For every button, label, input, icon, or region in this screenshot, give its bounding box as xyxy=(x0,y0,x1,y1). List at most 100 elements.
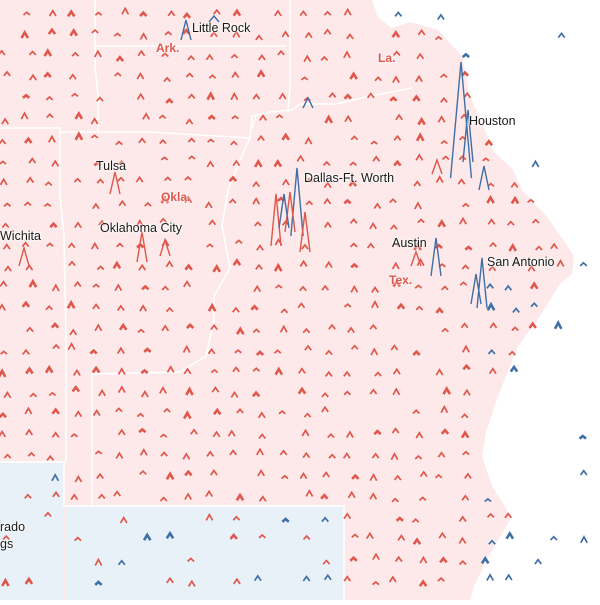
county-shift-mark-208 xyxy=(459,216,467,225)
county-shift-mark-41 xyxy=(137,49,146,57)
county-shift-mark-416 xyxy=(327,432,335,439)
spike-wichita xyxy=(18,245,30,267)
county-shift-mark-315 xyxy=(328,323,336,330)
county-shift-mark-270 xyxy=(299,285,307,292)
county-shift-mark-260 xyxy=(28,278,38,288)
county-shift-mark-476 xyxy=(391,497,399,503)
county-shift-mark-267 xyxy=(183,279,191,288)
county-shift-mark-364 xyxy=(462,363,471,371)
county-shift-mark-488 xyxy=(411,518,420,523)
county-shift-mark-530 xyxy=(343,575,352,582)
county-shift-mark-497 xyxy=(258,533,266,539)
county-shift-mark-414 xyxy=(258,433,267,440)
county-shift-mark-352 xyxy=(166,365,175,373)
county-shift-mark-214 xyxy=(46,242,54,248)
county-shift-mark-410 xyxy=(159,433,168,438)
county-shift-mark-70 xyxy=(440,73,448,78)
county-shift-mark-1 xyxy=(48,9,57,17)
state-label-texas: Tex. xyxy=(389,273,413,287)
county-shift-mark-155 xyxy=(96,178,105,184)
county-shift-mark-381 xyxy=(343,390,352,396)
county-shift-mark-469 xyxy=(205,489,214,498)
county-shift-mark-159 xyxy=(184,175,192,181)
county-shift-mark-518 xyxy=(458,559,467,566)
county-shift-mark-46 xyxy=(258,54,266,61)
county-shift-mark-487 xyxy=(395,516,404,522)
county-shift-mark-322 xyxy=(528,321,537,329)
city-label-colorado-springs-partial: rado xyxy=(0,520,26,534)
county-shift-mark-205 xyxy=(390,224,398,230)
county-shift-mark-334 xyxy=(255,350,265,356)
county-shift-mark-434 xyxy=(256,447,264,456)
county-shift-mark-505 xyxy=(488,539,496,545)
county-shift-mark-115 xyxy=(138,137,146,144)
county-shift-mark-285 xyxy=(92,303,100,310)
county-shift-mark-297 xyxy=(415,305,424,311)
county-shift-mark-38 xyxy=(71,51,80,57)
county-shift-mark-302 xyxy=(26,326,34,333)
county-shift-mark-16 xyxy=(20,29,30,39)
county-shift-mark-326 xyxy=(52,343,61,350)
county-shift-mark-17 xyxy=(47,27,57,35)
county-shift-mark-517 xyxy=(439,556,448,564)
county-shift-mark-75 xyxy=(96,96,104,102)
county-shift-mark-465 xyxy=(97,493,106,500)
county-shift-mark-413 xyxy=(227,429,236,437)
county-shift-mark-503 xyxy=(438,531,447,539)
county-shift-mark-266 xyxy=(161,285,170,291)
county-shift-mark-387 xyxy=(24,406,33,415)
county-shift-mark-377 xyxy=(230,390,239,398)
county-shift-mark-394 xyxy=(182,410,192,420)
county-shift-mark-231 xyxy=(489,241,497,248)
county-shift-mark-196 xyxy=(98,219,106,226)
county-shift-mark-164 xyxy=(323,181,332,189)
county-shift-mark-238 xyxy=(96,265,105,271)
county-shift-mark-216 xyxy=(90,241,99,250)
county-shift-mark-198 xyxy=(159,217,168,224)
county-shift-mark-306 xyxy=(118,322,128,331)
county-shift-mark-324 xyxy=(0,350,8,355)
county-shift-mark-212 xyxy=(2,243,11,250)
county-shift-mark-516 xyxy=(419,555,428,564)
county-shift-mark-82 xyxy=(278,92,287,100)
county-shift-mark-436 xyxy=(302,451,311,459)
county-shift-mark-356 xyxy=(252,367,261,372)
county-shift-mark-433 xyxy=(229,449,237,456)
county-shift-mark-264 xyxy=(114,283,123,292)
county-shift-mark-440 xyxy=(390,452,399,461)
county-shift-mark-347 xyxy=(44,364,54,374)
county-shift-mark-523 xyxy=(94,580,103,586)
county-shift-mark-25 xyxy=(232,29,241,38)
county-shift-mark-491 xyxy=(504,512,513,519)
county-shift-mark-14 xyxy=(394,11,403,17)
county-shift-mark-333 xyxy=(234,349,242,354)
county-shift-mark-392 xyxy=(136,412,145,418)
county-shift-mark-277 xyxy=(459,281,468,286)
county-shift-mark-171 xyxy=(3,202,12,207)
county-shift-mark-402 xyxy=(440,404,449,414)
county-shift-mark-21 xyxy=(139,32,148,40)
county-shift-mark-186 xyxy=(373,202,382,209)
spike-la-north xyxy=(302,96,314,109)
county-shift-mark-209 xyxy=(487,218,496,225)
county-shift-mark-526 xyxy=(233,577,241,585)
county-shift-mark-146 xyxy=(415,153,424,161)
county-shift-mark-430 xyxy=(160,451,168,457)
county-shift-mark-474 xyxy=(347,490,356,499)
county-shift-mark-202 xyxy=(323,221,332,228)
county-shift-mark-461 xyxy=(579,469,588,476)
county-shift-mark-12 xyxy=(323,10,332,16)
county-shift-mark-162 xyxy=(281,178,290,186)
county-shift-mark-439 xyxy=(371,452,380,459)
county-shift-mark-407 xyxy=(70,432,79,438)
county-shift-mark-375 xyxy=(185,386,194,396)
county-shift-mark-346 xyxy=(25,366,34,375)
county-shift-mark-192 xyxy=(527,198,535,203)
county-shift-mark-420 xyxy=(415,431,424,439)
city-label-dallas-ft-worth: Dallas-Ft. Worth xyxy=(304,171,395,185)
county-shift-mark-102 xyxy=(275,113,284,119)
county-shift-mark-398 xyxy=(278,409,286,415)
county-shift-mark-204 xyxy=(369,221,378,230)
county-shift-mark-0 xyxy=(22,11,31,16)
county-shift-mark-403 xyxy=(460,413,469,419)
